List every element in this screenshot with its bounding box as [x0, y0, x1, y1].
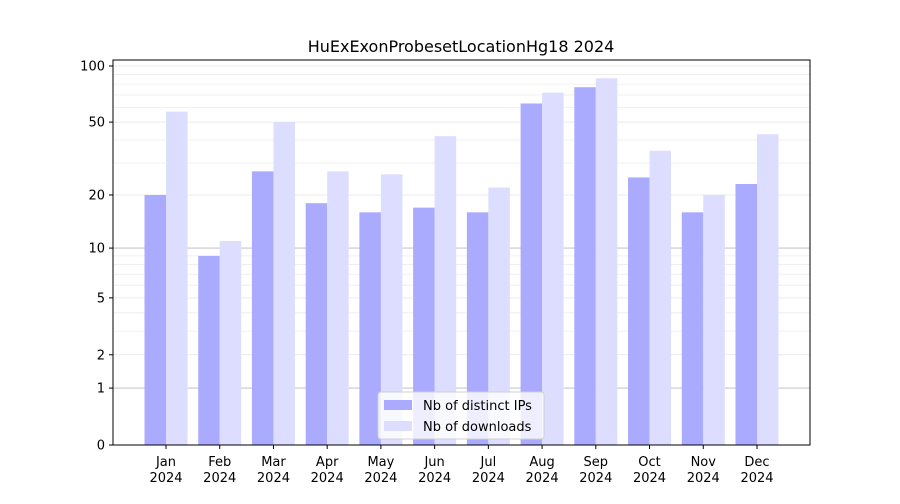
- x-tick-label: Jun 2024: [418, 455, 451, 486]
- bar-downloads: [166, 111, 188, 445]
- bar-distinct-ips: [413, 207, 435, 445]
- x-tick-label-line: May: [367, 455, 394, 470]
- bar-distinct-ips: [628, 177, 650, 445]
- y-tick-label: 100: [80, 60, 105, 75]
- x-tick-label-line: Nov: [691, 455, 717, 470]
- x-tick-label: Jan 2024: [149, 455, 182, 486]
- x-tick-label-line: Mar: [261, 455, 286, 470]
- bar-distinct-ips: [681, 212, 704, 445]
- bar-downloads: [273, 122, 295, 446]
- bar-downloads: [542, 92, 564, 445]
- x-tick-label-line: Sep: [584, 455, 609, 470]
- x-tick-label-line: 2024: [526, 471, 559, 486]
- bar-downloads: [434, 136, 457, 445]
- bar-downloads: [380, 174, 403, 445]
- y-tick-label: 20: [88, 188, 105, 203]
- x-tick-label-line: Jun: [423, 455, 444, 470]
- bar-downloads: [757, 134, 779, 445]
- y-tick-label: 0: [97, 439, 105, 454]
- x-tick-label-line: 2024: [418, 471, 451, 486]
- bar-downloads: [595, 78, 618, 445]
- bar-downloads: [219, 240, 242, 445]
- y-tick-label: 1: [97, 382, 105, 397]
- y-tick-label: 5: [97, 291, 105, 306]
- bar-downloads: [703, 194, 725, 445]
- bar-distinct-ips: [359, 212, 381, 445]
- bar-downloads: [488, 187, 510, 446]
- x-tick-label: Apr 2024: [311, 455, 344, 486]
- x-tick-label-line: 2024: [579, 471, 612, 486]
- bar-downloads: [649, 150, 672, 445]
- chart-title: HuExExonProbesetLocationHg18 2024: [308, 37, 615, 56]
- y-tick-label: 2: [97, 348, 105, 363]
- bar-distinct-ips: [305, 203, 328, 445]
- legend-swatch: [384, 400, 412, 410]
- x-tick-label-line: 2024: [472, 471, 505, 486]
- x-tick-label: May 2024: [364, 455, 397, 486]
- x-tick-label-line: 2024: [203, 471, 236, 486]
- x-tick-label-line: Jul: [480, 455, 497, 470]
- x-tick-label-line: 2024: [633, 471, 666, 486]
- x-tick-label-line: Aug: [529, 455, 554, 470]
- plot-frame: [112, 59, 811, 446]
- bar-downloads: [327, 171, 349, 446]
- bar-distinct-ips: [198, 255, 220, 445]
- y-tick-label: 50: [88, 116, 105, 131]
- legend-swatch: [384, 421, 412, 431]
- bar-distinct-ips: [735, 184, 757, 445]
- x-tick-label-line: 2024: [257, 471, 290, 486]
- y-tick-label: 10: [88, 242, 105, 257]
- x-tick-label-line: Feb: [208, 455, 231, 470]
- bar-distinct-ips: [251, 171, 274, 446]
- x-tick-label-line: 2024: [149, 471, 182, 486]
- x-tick-label: Sep 2024: [579, 455, 612, 486]
- x-tick-label-line: Jan: [155, 455, 176, 470]
- bar-distinct-ips: [144, 194, 166, 445]
- x-tick-label: Aug 2024: [526, 455, 559, 486]
- legend-label: Nb of distinct IPs: [423, 399, 532, 414]
- x-tick-label-line: 2024: [364, 471, 397, 486]
- x-tick-label-line: 2024: [311, 471, 344, 486]
- x-tick-label-line: Dec: [744, 455, 769, 470]
- x-tick-label-line: Apr: [316, 455, 339, 470]
- x-tick-label: Oct 2024: [633, 455, 666, 486]
- bar-distinct-ips: [574, 87, 596, 445]
- bar-distinct-ips: [466, 212, 489, 445]
- x-tick-label: Dec 2024: [740, 455, 773, 486]
- legend-box: [377, 391, 545, 440]
- legend-label: Nb of downloads: [423, 420, 532, 435]
- x-tick-label: Feb 2024: [203, 455, 236, 486]
- x-tick-label-line: 2024: [687, 471, 720, 486]
- x-tick-label: Nov 2024: [687, 455, 720, 486]
- x-tick-label-line: Oct: [638, 455, 660, 470]
- bar-distinct-ips: [520, 103, 543, 445]
- x-tick-label-line: 2024: [740, 471, 773, 486]
- x-tick-label: Mar 2024: [257, 455, 290, 486]
- x-tick-label: Jul 2024: [472, 455, 505, 486]
